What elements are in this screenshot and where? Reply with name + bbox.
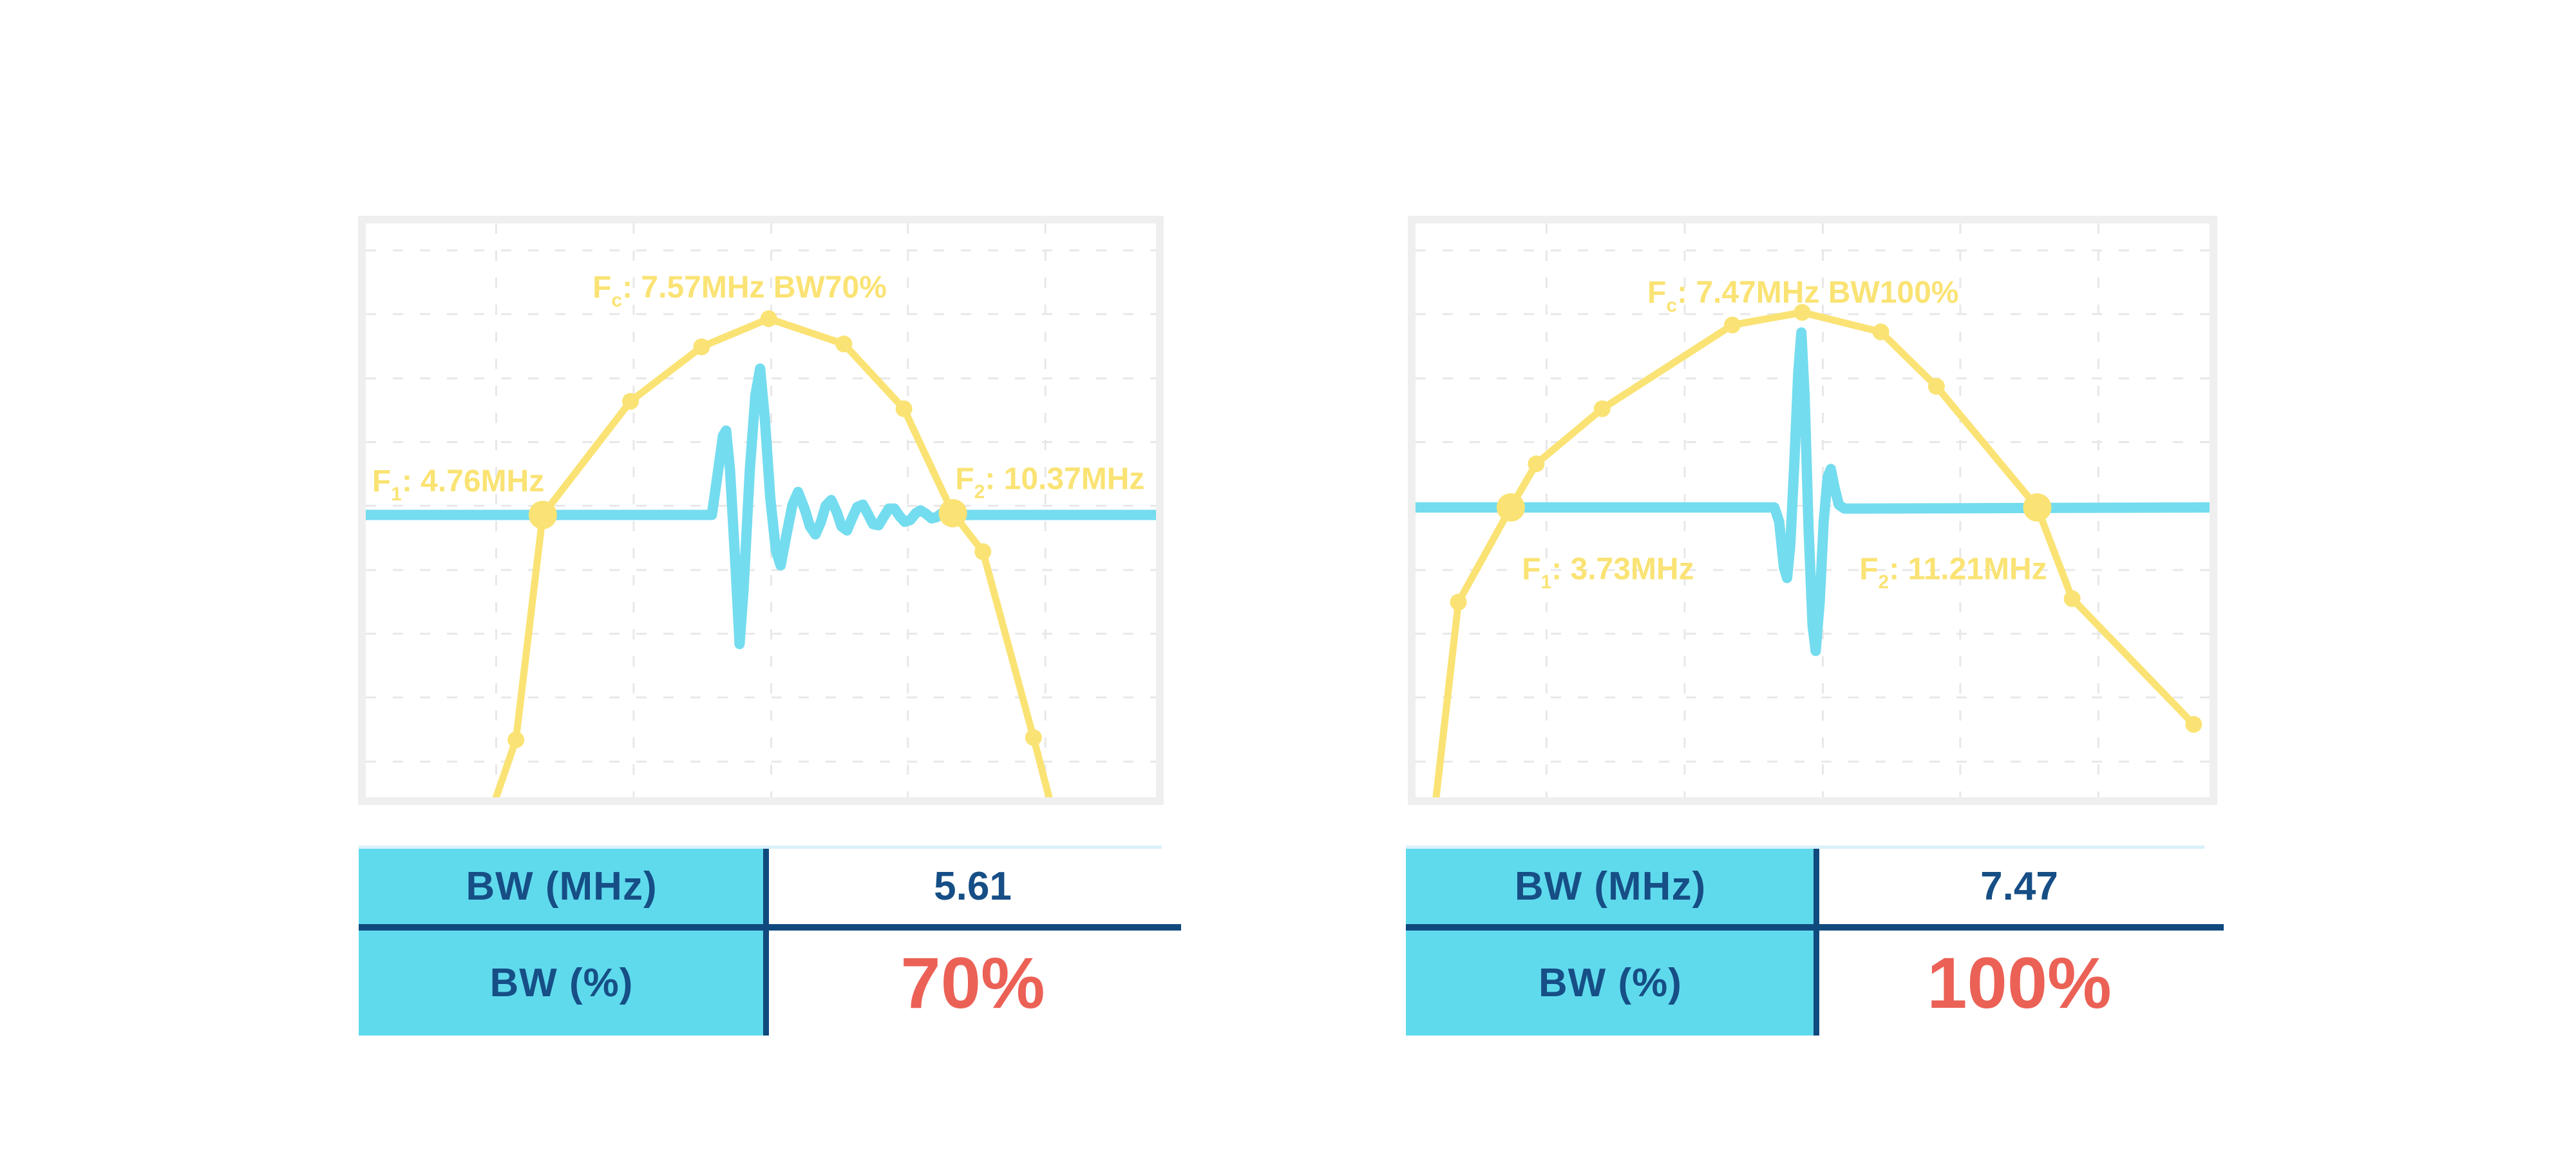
bw-mhz-label: BW (MHz): [359, 849, 764, 924]
bw-pct-label: BW (%): [359, 931, 764, 1036]
spectrum-envelope-line: [492, 315, 1053, 797]
data-point-marker: [2063, 590, 2081, 607]
f1-annotation: F1: 3.73MHz: [1522, 552, 1694, 592]
table-row: BW (MHz) 7.47: [1406, 849, 2224, 924]
table-top-border: [359, 846, 1162, 849]
spectrum-envelope-line: [1432, 308, 2197, 797]
data-point-marker: [895, 400, 913, 417]
table-top-border: [1406, 846, 2204, 849]
data-point-marker: [622, 393, 639, 410]
data-point-marker: [1593, 400, 1611, 417]
bandwidth-crossing-marker: [528, 500, 557, 529]
pulse-waveform-line: [366, 363, 1156, 650]
data-point-marker: [835, 336, 853, 353]
data-point-marker: [1723, 316, 1741, 334]
data-point-marker: [1450, 594, 1467, 611]
bw-pct-value: 70%: [900, 943, 1045, 1023]
pulse-waveform-line: [1416, 327, 2210, 656]
bw-pct-value: 100%: [1927, 943, 2112, 1023]
left-spectrum-plot: Fc: 7.57MHz BW70% F1: 4.76MHz F2: 10.37MHz: [358, 216, 1164, 805]
right-bw-table: BW (MHz) 7.47 BW (%) 100%: [1406, 846, 2224, 1036]
data-point-marker: [1794, 304, 1811, 321]
data-point-marker: [1927, 378, 1945, 395]
f1-annotation: F1: 4.76MHz: [372, 464, 544, 505]
table-row: BW (%) 100%: [1406, 931, 2224, 1036]
fc-annotation: Fc: 7.57MHz BW70%: [592, 270, 887, 311]
table-row-divider: [359, 924, 1181, 931]
f2-annotation: F2: 11.21MHz: [1859, 552, 2047, 592]
right-spectrum-plot: Fc: 7.47MHz BW100% F1: 3.73MHz F2: 11.21MH…: [1408, 216, 2217, 805]
bw-mhz-value: 5.61: [934, 864, 1012, 909]
data-point-marker: [2185, 715, 2202, 733]
table-row: BW (MHz) 5.61: [359, 849, 1181, 924]
data-point-marker: [1528, 455, 1545, 473]
bw-mhz-label: BW (MHz): [1406, 849, 1815, 924]
data-point-marker: [1025, 729, 1042, 746]
fc-annotation: Fc: 7.47MHz BW100%: [1647, 276, 1958, 316]
bandwidth-crossing-marker: [938, 498, 967, 527]
data-point-marker: [693, 338, 710, 355]
table-column-divider: [763, 849, 769, 1036]
data-point-marker: [507, 731, 525, 748]
bandwidth-crossing-marker: [1496, 493, 1525, 522]
data-point-marker: [974, 543, 992, 560]
bw-mhz-value: 7.47: [1980, 864, 2058, 909]
data-point-marker: [760, 310, 777, 327]
bw-pct-label: BW (%): [1406, 931, 1815, 1036]
bandwidth-crossing-marker: [2023, 493, 2052, 522]
f2-annotation: F2: 10.37MHz: [955, 462, 1144, 503]
table-row: BW (%) 70%: [359, 931, 1181, 1036]
data-point-marker: [1872, 323, 1889, 341]
left-bw-table: BW (MHz) 5.61 BW (%) 70%: [359, 846, 1181, 1036]
table-column-divider: [1814, 849, 1819, 1036]
